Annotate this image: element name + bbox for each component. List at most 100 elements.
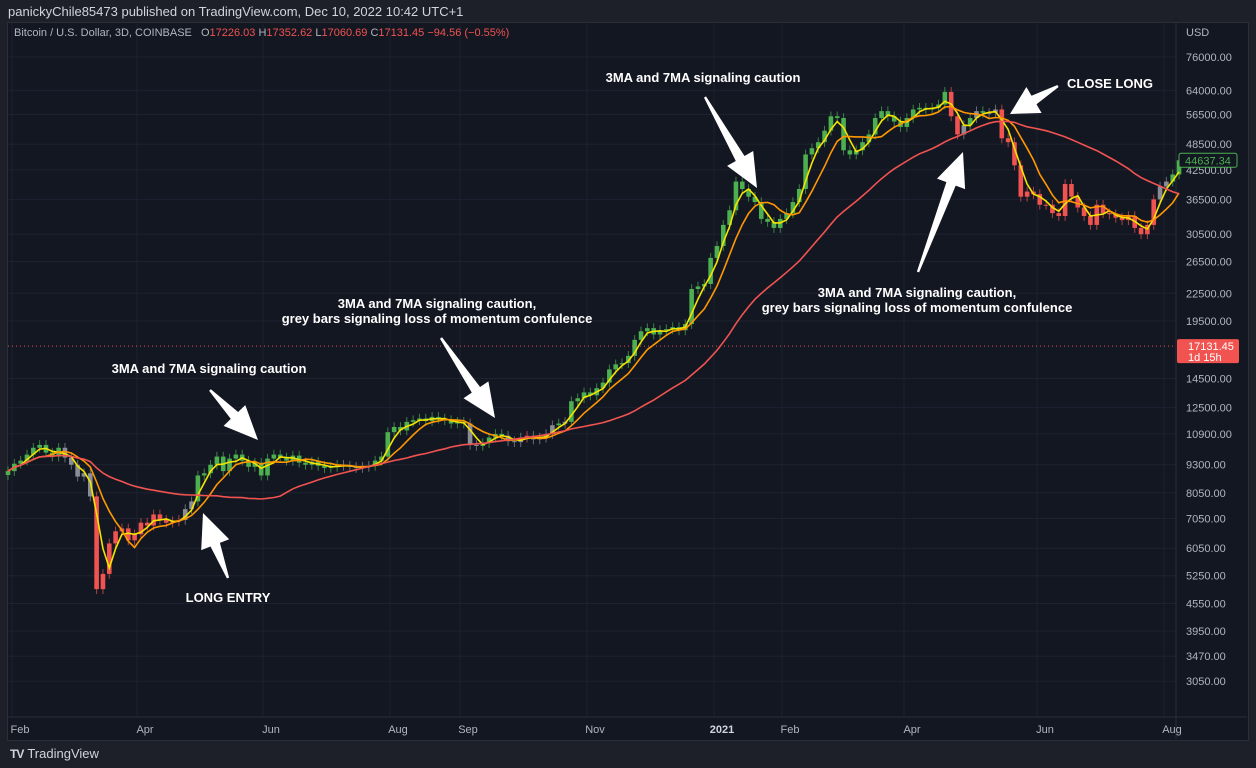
candle [265, 458, 270, 476]
candle [277, 454, 283, 458]
price-label: 30500.00 [1186, 229, 1232, 241]
candle [613, 364, 618, 370]
annotation-line: 3MA and 7MA signaling caution [605, 70, 801, 85]
candle [847, 150, 853, 155]
price-label: 19500.00 [1186, 316, 1232, 328]
candle [765, 218, 770, 222]
candle [486, 437, 492, 444]
price-label: 36500.00 [1186, 194, 1232, 206]
candle [600, 382, 606, 389]
price-label: 6050.00 [1186, 543, 1226, 555]
candle [1018, 165, 1024, 197]
candle [417, 418, 422, 421]
candle [828, 116, 834, 131]
candle [1062, 184, 1068, 217]
annotation-long-entry: LONG ENTRY [186, 590, 271, 605]
candle [1100, 204, 1106, 214]
candle [398, 426, 403, 431]
price-label: 42500.00 [1186, 165, 1232, 177]
moving-averages [7, 100, 1180, 571]
candle [1056, 213, 1062, 217]
last-price-tag [1178, 152, 1238, 168]
price-label: 22500.00 [1186, 288, 1232, 300]
time-label: Sep [458, 724, 478, 736]
candle [689, 288, 694, 325]
time-label: Feb [11, 724, 30, 736]
change-value: −94.56 (−0.55%) [427, 27, 510, 39]
annotation-arrow-icon [1010, 85, 1059, 114]
candle [1176, 160, 1182, 175]
candle [879, 111, 884, 119]
tradingview-logo-icon: TV [10, 746, 24, 761]
price-label: 8050.00 [1186, 488, 1226, 500]
price-label: 48500.00 [1186, 139, 1232, 151]
candle [157, 514, 163, 520]
price-label: 14500.00 [1186, 374, 1232, 386]
candle [5, 471, 11, 476]
candle [138, 522, 144, 535]
low-value: 17060.69 [321, 27, 368, 39]
candle [271, 454, 277, 459]
open-label: O [200, 27, 210, 39]
candle [189, 501, 194, 510]
last-price-value: 44637.34 [1185, 155, 1231, 167]
candle [474, 444, 479, 446]
candle [62, 447, 68, 458]
candle [752, 196, 758, 203]
candle [790, 202, 796, 214]
candle [284, 457, 289, 461]
ma-30-line [7, 120, 1180, 500]
candle [872, 118, 878, 135]
annotation-caution-2: 3MA and 7MA signaling caution, grey bars … [282, 296, 593, 326]
price-label: 3470.00 [1186, 651, 1226, 663]
candle [1081, 207, 1087, 217]
ma-7-line [7, 105, 1180, 549]
bar-countdown: 1d 15h [1188, 352, 1222, 364]
candle [512, 441, 517, 443]
annotation-line: grey bars signaling loss of momentum con… [281, 311, 593, 326]
candle [1138, 227, 1144, 235]
candle [69, 457, 74, 465]
annotation-line: LONG ENTRY [185, 590, 271, 605]
candle [967, 118, 973, 126]
candle [31, 447, 36, 455]
annotation-caution-4: 3MA and 7MA signaling caution, grey bars … [762, 285, 1073, 315]
price-label: 7050.00 [1186, 514, 1226, 526]
candle [227, 458, 232, 472]
candle [771, 221, 777, 228]
symbol-title: Bitcoin / U.S. Dollar, 3D, COINBASE [14, 27, 192, 39]
low-label: L [315, 27, 322, 39]
ma-3-line [7, 100, 1180, 571]
candle [581, 392, 587, 399]
candle [955, 116, 960, 135]
candle [626, 355, 631, 364]
candle [322, 465, 327, 468]
brand-name[interactable]: TradingView [27, 746, 99, 761]
time-label: Nov [585, 724, 605, 736]
candle [803, 154, 808, 190]
candle [809, 148, 815, 155]
annotation-close-long: CLOSE LONG [1067, 76, 1153, 91]
chart-frame [7, 22, 1249, 741]
candle [860, 142, 865, 151]
candle [746, 189, 751, 197]
annotation-line: 3MA and 7MA signaling caution, [817, 285, 1017, 300]
candle [733, 181, 739, 211]
candle [607, 369, 612, 383]
grid [8, 23, 1176, 717]
candle [822, 130, 827, 143]
price-label: 26500.00 [1186, 257, 1232, 269]
time-label: Aug [1162, 724, 1182, 736]
candle [834, 116, 840, 119]
candle [815, 142, 821, 149]
candle [841, 118, 846, 151]
candle [208, 464, 213, 474]
candle [1012, 142, 1017, 166]
open-value: 17226.03 [209, 27, 256, 39]
time-label: Apr [136, 724, 153, 736]
candle [758, 202, 764, 219]
candle [569, 401, 574, 422]
candle [410, 420, 416, 422]
candle [999, 109, 1005, 139]
